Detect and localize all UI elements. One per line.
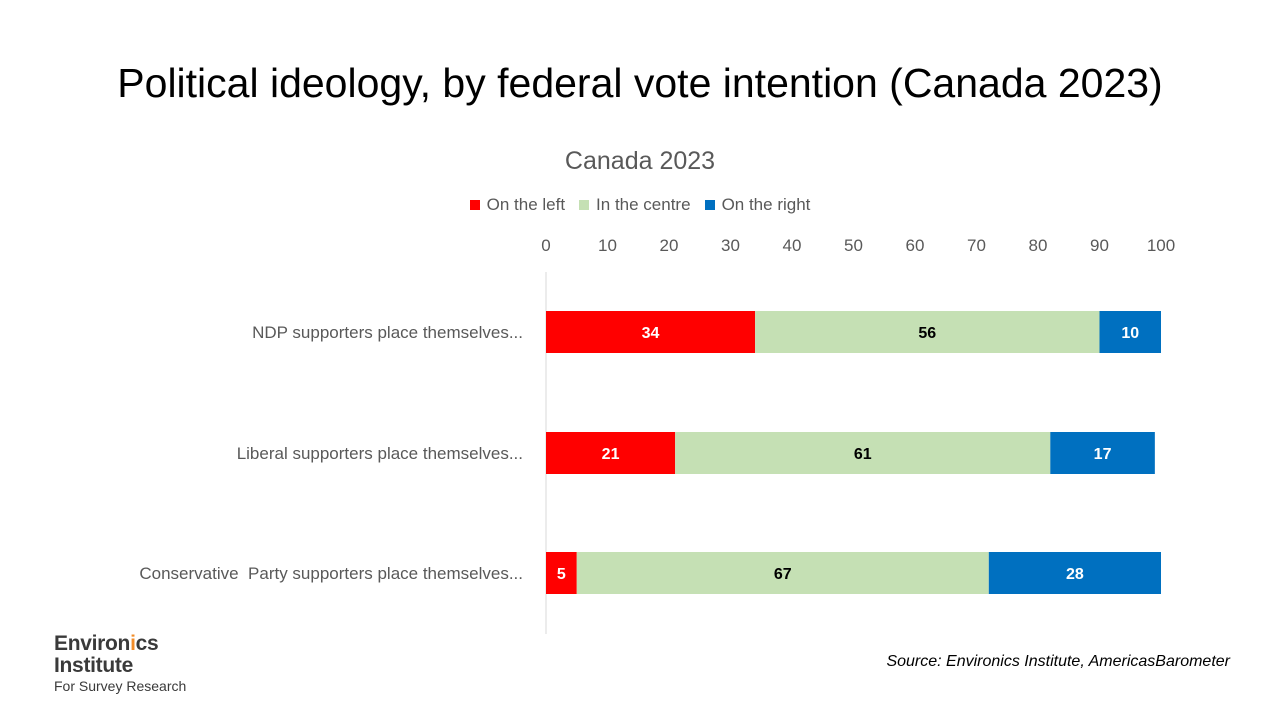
logo-line1-accent: i [130, 632, 136, 655]
environics-logo: Environics Institute For Survey Research [54, 633, 186, 695]
legend-item-left: On the left [469, 195, 566, 215]
bar-segment [576, 552, 989, 594]
data-label: 17 [1094, 446, 1112, 463]
data-label: 67 [774, 566, 792, 583]
x-tick-label: 30 [721, 236, 740, 255]
logo-line-2: Institute [54, 654, 133, 677]
x-tick-label: 80 [1029, 236, 1048, 255]
slide-title: Political ideology, by federal vote inte… [117, 60, 1163, 106]
x-tick-label: 70 [967, 236, 986, 255]
bar-segment [546, 311, 756, 353]
bar-segment [675, 432, 1051, 474]
bar-segment [546, 552, 577, 594]
logo-line1-prefix: Environ [54, 632, 131, 655]
bar-segment [988, 552, 1161, 594]
x-tick-label: 10 [598, 236, 617, 255]
x-tick-label: 40 [783, 236, 802, 255]
legend-item-right: On the right [704, 195, 811, 215]
data-label: 61 [854, 446, 872, 463]
category-label: Liberal supporters place themselves... [237, 444, 523, 463]
legend-item-centre: In the centre [579, 195, 691, 215]
bar-segment [546, 432, 676, 474]
legend-swatch-left [469, 200, 480, 210]
x-tick-label: 100 [1147, 236, 1175, 255]
data-label: 10 [1121, 325, 1139, 342]
bar-segment [755, 311, 1100, 353]
legend-label-left: On the left [486, 195, 566, 214]
data-label: 28 [1066, 566, 1084, 583]
chart-legend: On the left In the centre On the right [360, 195, 920, 215]
logo-line-1: Environics [54, 633, 186, 655]
legend-swatch-centre [579, 200, 590, 210]
category-label: NDP supporters place themselves... [252, 323, 523, 342]
data-label: 56 [918, 325, 936, 342]
bar-segment [1050, 432, 1155, 474]
x-tick-label: 0 [541, 236, 550, 255]
source-note: Source: Environics Institute, AmericasBa… [886, 653, 1230, 670]
data-label: 34 [642, 325, 660, 342]
category-label: Conservative Party supporters place them… [139, 564, 523, 583]
legend-label-right: On the right [721, 195, 811, 214]
bar-segment [1099, 311, 1161, 353]
x-tick-label: 60 [906, 236, 925, 255]
legend-label-centre: In the centre [596, 195, 691, 214]
x-tick-label: 20 [660, 236, 679, 255]
logo-line-3: For Survey Research [54, 678, 187, 694]
data-label: 5 [557, 566, 566, 583]
logo-line1-suffix: cs [135, 632, 159, 655]
legend-swatch-right [704, 200, 715, 210]
data-label: 21 [602, 446, 620, 463]
x-tick-label: 50 [844, 236, 863, 255]
x-tick-label: 90 [1090, 236, 1109, 255]
chart-title: Canada 2023 [564, 147, 716, 175]
